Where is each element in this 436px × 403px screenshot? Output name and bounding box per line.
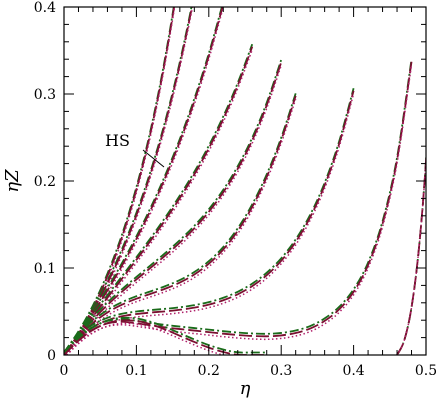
plot-curves [64, 7, 426, 355]
y-tick-label: 0.3 [34, 87, 56, 103]
x-tick-label: 0.2 [198, 363, 220, 379]
x-tick-label: 0.4 [342, 363, 364, 379]
x-tick-label: 0.5 [415, 363, 436, 379]
x-tick-label: 0 [60, 363, 69, 379]
y-tick-label: 0 [47, 348, 56, 364]
curve-2-long-dash-line [64, 7, 193, 355]
hs-annotation-leader [142, 149, 165, 168]
curve-3-dotted-line [65, 7, 225, 355]
curve-3-long-dash-line [64, 7, 224, 355]
curve-6-dotted-line [65, 98, 297, 355]
curve-10-dash-dot-line [396, 146, 426, 355]
curve-8-dotted-line [65, 64, 413, 355]
curve-2-dotted-line [65, 7, 194, 355]
curve-4-dash-dot-line [64, 43, 254, 354]
y-axis-label: ηZ [2, 169, 23, 193]
x-tick-label: 0.3 [270, 363, 292, 379]
curve-6-long-dash-line [64, 95, 297, 355]
curve-8-dash-dot-line [64, 59, 413, 354]
curve-7-dash-dot-line [64, 88, 355, 354]
curve-10-dotted-line [396, 148, 426, 355]
curve-6-dash-dot-line [64, 93, 297, 354]
x-tick-label: 0.1 [125, 363, 147, 379]
curve-4-dotted-line [65, 49, 253, 355]
curve-4-long-dash-line [64, 46, 254, 355]
plot-frame [63, 6, 427, 356]
curve-5-long-dash-line [64, 62, 283, 355]
curve-10-long-dash-line [396, 146, 426, 355]
curve-8-long-dash-line [64, 61, 413, 355]
axis-ticks [63, 6, 427, 356]
y-tick-label: 0.2 [34, 174, 56, 190]
curve-5-dotted-line [65, 65, 282, 355]
x-axis-label: η [240, 378, 251, 399]
y-tick-label: 0.4 [34, 0, 56, 16]
curve-5-dash-dot-line [64, 59, 283, 354]
curve-9-long-dash-line [64, 319, 267, 355]
y-tick-label: 0.1 [34, 261, 56, 277]
HS-dotted-line [65, 7, 176, 355]
hs-annotation-label: HS [105, 131, 130, 150]
axis-tick-labels: 0 0.1 0.2 0.3 0.4 0.5 0 0.1 0.2 0.3 0.4 [34, 0, 436, 379]
